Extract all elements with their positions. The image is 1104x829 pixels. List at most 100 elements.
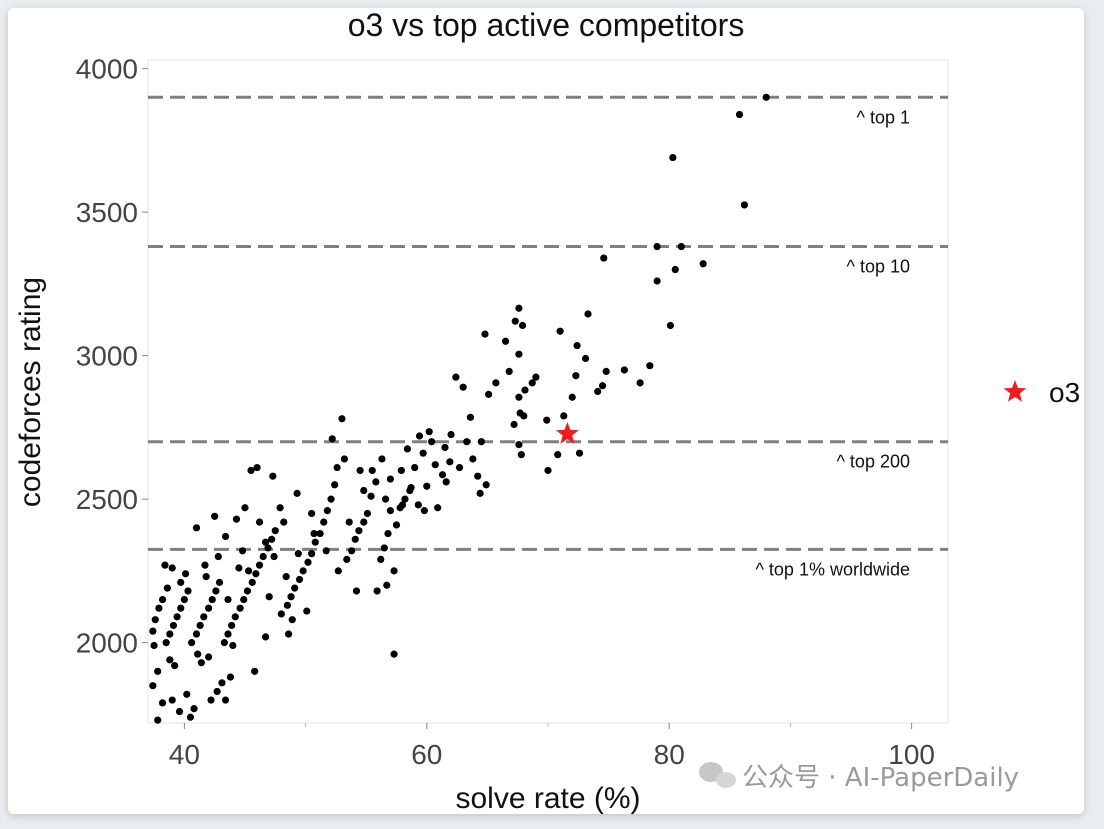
data-point	[351, 535, 359, 543]
data-point	[310, 529, 318, 538]
wechat-icon	[699, 762, 736, 788]
data-point	[598, 382, 607, 390]
data-point	[270, 552, 278, 561]
data-point	[231, 613, 239, 621]
data-point	[441, 443, 449, 452]
data-point	[308, 550, 316, 558]
data-point	[261, 633, 270, 641]
data-point	[367, 492, 375, 500]
data-point	[452, 373, 460, 381]
data-point	[224, 595, 232, 604]
data-point	[333, 463, 341, 472]
data-point	[168, 696, 176, 704]
data-point	[277, 610, 285, 618]
data-point	[428, 438, 436, 446]
data-point	[291, 584, 299, 592]
data-point	[515, 304, 523, 312]
data-point	[303, 607, 311, 615]
data-point	[253, 463, 261, 472]
data-point	[149, 682, 157, 690]
data-point	[221, 532, 230, 541]
data-point	[228, 621, 236, 630]
data-point	[183, 690, 191, 698]
data-point	[205, 653, 213, 661]
data-point	[163, 584, 171, 592]
data-point	[653, 277, 661, 285]
data-point	[455, 463, 464, 472]
data-point	[243, 587, 251, 595]
data-point	[699, 260, 707, 268]
data-point	[403, 445, 411, 453]
data-point	[381, 495, 390, 503]
data-point	[600, 254, 608, 262]
data-point	[390, 567, 398, 575]
data-point	[285, 630, 293, 638]
data-point	[515, 393, 523, 401]
data-point	[594, 387, 602, 396]
data-point	[208, 595, 216, 604]
data-point	[197, 659, 205, 667]
data-point	[151, 616, 159, 624]
data-point	[283, 601, 291, 609]
data-point	[469, 455, 477, 463]
data-point	[226, 673, 235, 681]
data-point	[166, 656, 174, 664]
scatter-chart: ^ top 1 ^ top 10 ^ top 200 ^ top 1% worldwi…	[14, 8, 1080, 814]
data-point	[390, 650, 398, 658]
data-point	[521, 386, 529, 394]
data-point	[666, 321, 675, 330]
data-point	[190, 705, 198, 713]
y-tick-label: 2500	[76, 484, 138, 515]
data-point	[169, 621, 178, 630]
data-point	[200, 613, 208, 621]
data-point	[255, 518, 264, 526]
data-point	[543, 416, 551, 424]
data-point	[584, 310, 592, 318]
legend-star-icon	[1003, 380, 1027, 402]
data-point	[510, 420, 518, 429]
y-tick-label: 2000	[76, 628, 138, 659]
o3-star-marker	[555, 421, 579, 444]
data-point	[331, 481, 339, 489]
data-point	[240, 595, 248, 604]
data-point	[492, 379, 500, 387]
data-point	[218, 679, 226, 687]
data-point	[245, 567, 253, 575]
data-point	[466, 413, 475, 421]
data-point	[328, 435, 336, 443]
data-point	[438, 471, 447, 479]
data-point	[158, 699, 167, 707]
data-point	[340, 455, 348, 463]
data-point	[207, 696, 215, 704]
data-point	[247, 466, 255, 475]
data-point	[384, 529, 392, 538]
y-axis-label: codeforces rating	[14, 277, 47, 507]
data-point	[184, 587, 192, 595]
data-point	[392, 521, 401, 529]
data-point	[581, 354, 590, 363]
data-point	[161, 561, 169, 569]
data-point	[251, 667, 259, 675]
data-point	[397, 466, 405, 475]
data-point	[669, 153, 677, 162]
data-point	[334, 567, 342, 575]
threshold-label: ^ top 1	[857, 107, 910, 127]
data-point	[214, 552, 222, 561]
data-point	[386, 475, 395, 483]
data-point	[363, 509, 371, 518]
data-point	[740, 201, 748, 209]
data-point	[518, 321, 527, 330]
data-point	[345, 518, 353, 526]
data-point	[602, 367, 610, 376]
data-point	[293, 489, 301, 497]
data-point	[212, 587, 220, 595]
data-point	[252, 570, 260, 578]
data-point	[295, 575, 304, 584]
data-point	[377, 555, 385, 564]
threshold-label: ^ top 200	[836, 452, 910, 472]
data-point	[268, 535, 276, 543]
data-point	[383, 581, 391, 589]
y-tick-label: 3000	[76, 341, 138, 372]
data-point	[505, 367, 513, 376]
data-point	[188, 639, 196, 647]
